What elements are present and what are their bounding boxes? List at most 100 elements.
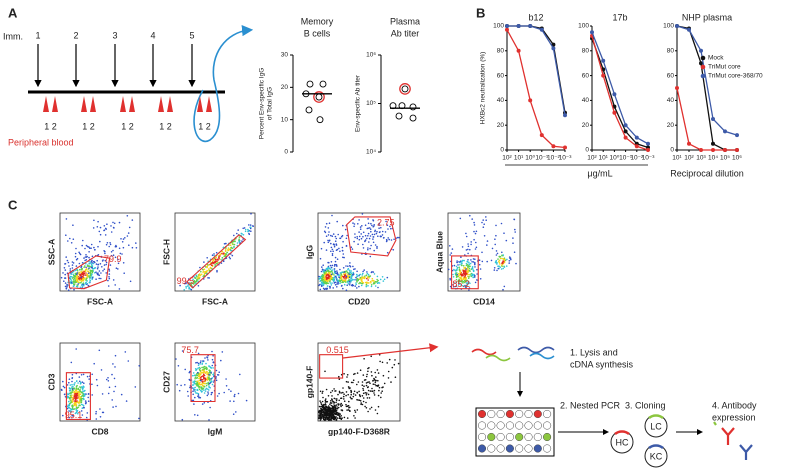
- event-dot: [458, 261, 460, 263]
- event-dot: [241, 233, 243, 235]
- bleed-marker: [43, 96, 49, 112]
- event-dot: [341, 397, 343, 399]
- plate-well: [543, 410, 551, 418]
- event-dot: [245, 229, 247, 231]
- event-dot: [354, 417, 356, 419]
- plot-title: Memory: [301, 16, 334, 26]
- event-dot: [196, 275, 198, 277]
- event-dot: [370, 231, 372, 233]
- plate-well: [506, 422, 514, 430]
- event-dot: [499, 260, 501, 262]
- event-dot: [84, 390, 86, 392]
- event-dot: [326, 272, 328, 274]
- event-dot: [397, 237, 399, 239]
- legend-label: TriMut core-368/70: [708, 73, 763, 80]
- event-dot: [373, 383, 375, 385]
- event-dot: [92, 272, 94, 274]
- event-dot: [230, 390, 232, 392]
- event-dot: [335, 282, 337, 284]
- event-dot: [357, 223, 359, 225]
- event-dot: [360, 396, 362, 398]
- event-dot: [68, 265, 70, 267]
- event-dot: [377, 380, 379, 382]
- event-dot: [364, 406, 366, 408]
- event-dot: [504, 266, 506, 268]
- event-dot: [366, 374, 368, 376]
- event-dot: [79, 376, 81, 378]
- event-dot: [374, 380, 376, 382]
- event-dot: [97, 221, 99, 223]
- event-dot: [76, 396, 78, 398]
- event-dot: [72, 267, 74, 269]
- event-dot: [320, 289, 322, 291]
- event-dot: [216, 263, 218, 265]
- event-dot: [375, 285, 377, 287]
- event-dot: [78, 396, 80, 398]
- event-dot: [362, 388, 364, 390]
- event-dot: [83, 382, 85, 384]
- event-dot: [335, 240, 337, 242]
- plot-title: Ab titer: [391, 28, 420, 38]
- x-axis-label: μg/mL: [587, 168, 612, 178]
- event-dot: [344, 280, 346, 282]
- event-dot: [225, 378, 227, 380]
- y-tick-label: 10: [281, 116, 289, 123]
- lysis-strands: [472, 348, 554, 361]
- event-dot: [339, 269, 341, 271]
- event-dot: [341, 285, 343, 287]
- event-dot: [337, 280, 339, 282]
- event-dot: [322, 414, 324, 416]
- event-dot: [470, 259, 472, 261]
- event-dot: [212, 367, 214, 369]
- y-tick-label: 80: [582, 48, 590, 55]
- event-dot: [503, 232, 505, 234]
- event-dot: [350, 270, 352, 272]
- event-dot: [213, 260, 215, 262]
- event-dot: [79, 405, 81, 407]
- event-dot: [74, 276, 76, 278]
- event-dot: [331, 416, 333, 418]
- event-dot: [346, 235, 348, 237]
- event-dot: [367, 247, 369, 249]
- event-dot: [194, 414, 196, 416]
- event-dot: [333, 388, 335, 390]
- event-dot: [350, 272, 352, 274]
- event-dot: [222, 253, 224, 255]
- event-dot: [199, 389, 201, 391]
- x-tick-label: 10⁶: [732, 155, 742, 162]
- event-dot: [335, 284, 337, 286]
- event-dot: [178, 365, 180, 367]
- event-dot: [105, 272, 107, 274]
- plate-well: [525, 422, 533, 430]
- series-line: [677, 88, 737, 150]
- event-dot: [79, 263, 81, 265]
- event-dot: [360, 402, 362, 404]
- event-dot: [85, 274, 87, 276]
- event-dot: [197, 380, 199, 382]
- event-dot: [466, 273, 468, 275]
- event-dot: [203, 377, 205, 379]
- event-dot: [214, 262, 216, 264]
- event-dot: [326, 249, 328, 251]
- x-tick-label: 10²: [502, 155, 512, 162]
- bleed-label: 1 2: [44, 121, 57, 131]
- gate-value: 95.1: [65, 410, 83, 420]
- panel-label: B: [476, 5, 485, 20]
- event-dot: [202, 369, 204, 371]
- event-dot: [366, 394, 368, 396]
- event-dot: [468, 265, 470, 267]
- event-dot: [209, 264, 211, 266]
- event-dot: [69, 238, 71, 240]
- chain-label: LC: [650, 421, 662, 431]
- event-dot: [200, 380, 202, 382]
- event-dot: [346, 276, 348, 278]
- event-dot: [321, 280, 323, 282]
- event-dot: [456, 276, 458, 278]
- event-dot: [327, 407, 329, 409]
- event-dot: [326, 268, 328, 270]
- x-tick-label: 10⁴: [708, 155, 718, 162]
- event-dot: [341, 276, 343, 278]
- event-dot: [353, 396, 355, 398]
- event-dot: [66, 288, 68, 290]
- event-dot: [347, 417, 349, 419]
